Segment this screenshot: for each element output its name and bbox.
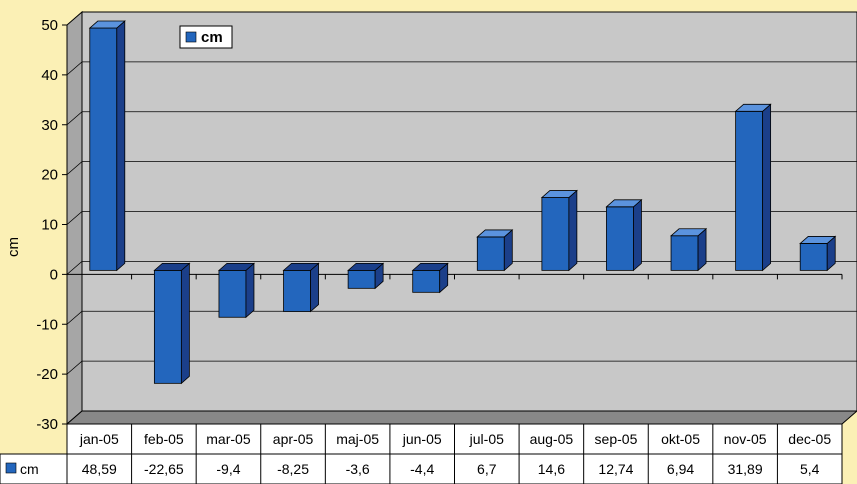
bar	[799, 235, 837, 272]
data-label: 31,89	[728, 461, 763, 477]
data-label: 6,94	[667, 461, 694, 477]
gridline	[66, 61, 857, 76]
x-tick-label: jun-05	[402, 431, 442, 447]
gridline	[66, 260, 857, 275]
data-label: -4,4	[410, 461, 434, 477]
bar	[411, 262, 449, 294]
bar	[540, 189, 578, 272]
gridline	[66, 161, 857, 175]
y-tick-label: 40	[41, 67, 58, 84]
x-tick-label: okt-05	[661, 431, 700, 447]
x-tick-label: aug-05	[530, 431, 574, 447]
x-tick-label: jul-05	[469, 431, 504, 447]
gridline	[66, 310, 857, 325]
x-tick-label: jan-05	[79, 431, 119, 447]
x-tick-label: feb-05	[144, 431, 184, 447]
floor	[65, 410, 857, 425]
bar	[153, 262, 191, 385]
y-tick-label: 0	[50, 266, 58, 283]
x-tick-label: sep-05	[595, 431, 638, 447]
bar	[88, 20, 126, 272]
x-tick-label: maj-05	[336, 431, 379, 447]
legend-label: cm	[201, 29, 223, 46]
data-label: -9,4	[216, 461, 240, 477]
bar	[605, 198, 643, 272]
x-tick-label: dec-05	[788, 431, 831, 447]
gridline	[66, 360, 857, 375]
legend-swatch	[185, 31, 197, 43]
x-tick-label: apr-05	[273, 431, 314, 447]
gridline	[66, 211, 857, 225]
data-label: 12,74	[598, 461, 633, 477]
bar	[476, 229, 514, 272]
y-axis-title: cm	[5, 237, 22, 257]
y-tick-label: 30	[41, 117, 58, 134]
data-label: -8,25	[277, 461, 309, 477]
table-series-label: cm	[20, 461, 39, 477]
legend: cm	[179, 25, 233, 49]
bar	[217, 262, 256, 319]
data-label: -3,6	[346, 461, 370, 477]
y-tick-label: 50	[41, 17, 58, 34]
x-tick-label: nov-05	[724, 431, 767, 447]
y-tick-label: 20	[41, 167, 58, 184]
y-tick-label: 10	[41, 217, 58, 234]
data-label: 5,4	[800, 461, 820, 477]
series-header-cell	[0, 453, 68, 484]
bar	[734, 103, 772, 272]
data-label: 6,7	[477, 461, 497, 477]
gridline	[66, 111, 857, 126]
data-label: 14,6	[538, 461, 565, 477]
bar	[669, 227, 708, 272]
data-label: 48,59	[82, 461, 117, 477]
y-tick-label: -10	[36, 316, 58, 333]
bar	[282, 262, 320, 313]
bar	[347, 262, 385, 290]
y-tick-label: -30	[36, 416, 58, 433]
table-series-swatch	[5, 462, 17, 474]
data-label: -22,65	[144, 461, 184, 477]
y-tick-label: -20	[36, 366, 58, 383]
x-tick-label: mar-05	[206, 431, 251, 447]
